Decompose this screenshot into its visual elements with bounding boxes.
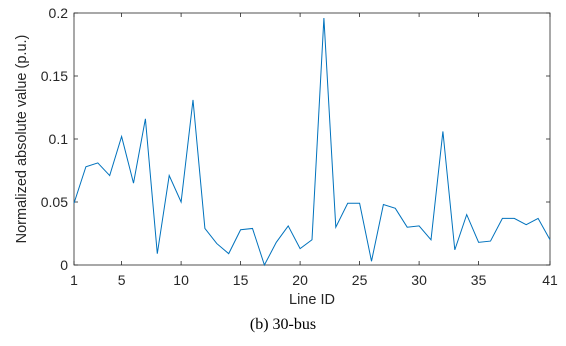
y-tick-label: 0	[60, 257, 68, 273]
x-axis-label: Line ID	[289, 292, 335, 308]
y-tick-label: 0.05	[41, 194, 68, 210]
x-tick-label: 35	[471, 272, 487, 288]
x-tick-label: 10	[173, 272, 189, 288]
plot-area	[73, 12, 551, 266]
x-tick-label: 30	[411, 272, 427, 288]
y-tick-label: 0.2	[49, 5, 69, 21]
x-tick-label: 25	[352, 272, 368, 288]
x-tick-label: 5	[118, 272, 126, 288]
x-tick-label: 15	[233, 272, 249, 288]
x-tick-label: 20	[292, 272, 308, 288]
series-line	[73, 18, 551, 267]
y-tick-label: 0.15	[41, 68, 68, 84]
y-axis-label: Normalized absolute value (p.u.)	[14, 35, 30, 244]
figure-caption: (b) 30-bus	[249, 316, 317, 333]
y-tick-label: 0.1	[49, 131, 69, 147]
x-tick-label: 41	[542, 272, 558, 288]
x-tick-label: 1	[70, 272, 78, 288]
axis-ticks	[73, 12, 551, 266]
